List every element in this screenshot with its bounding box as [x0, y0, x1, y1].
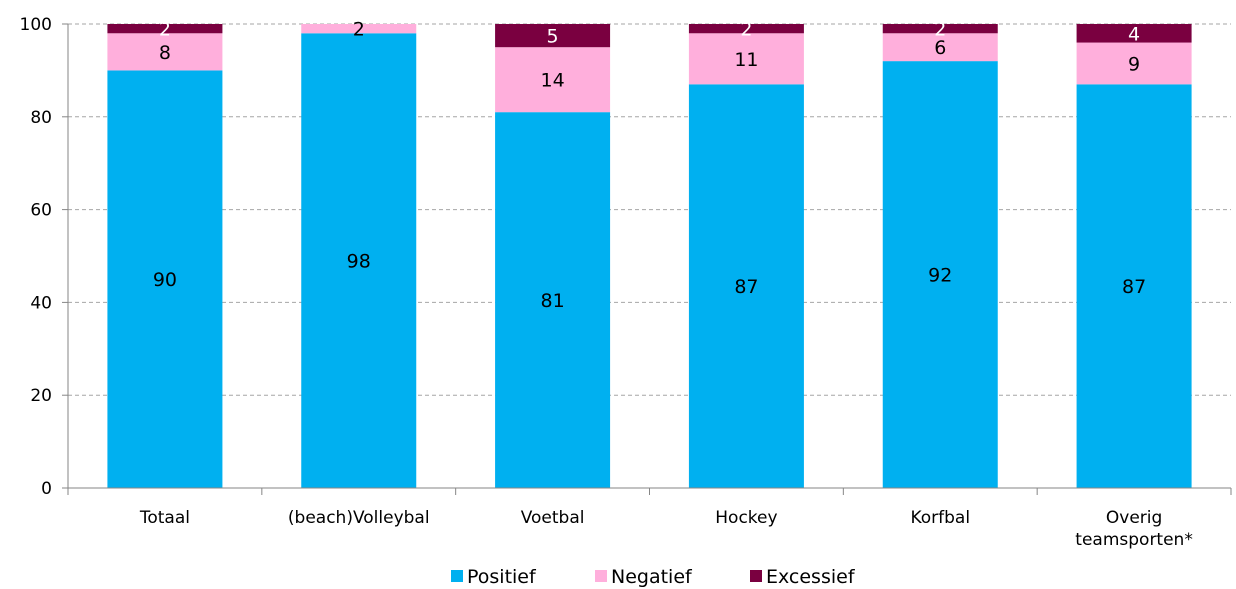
- x-tick-label: (beach)Volleybal: [288, 508, 430, 528]
- bar-segment-positief: [1076, 84, 1192, 488]
- legend-swatch-excessief: [750, 570, 762, 582]
- bar-segment-negatief: [688, 33, 804, 85]
- data-label-negatief: 9: [1128, 53, 1140, 75]
- bar-segment-excessief: [688, 24, 804, 34]
- x-tick-label: Hockey: [715, 508, 777, 528]
- y-tick-label: 80: [30, 108, 52, 128]
- data-label-negatief: 14: [540, 70, 564, 92]
- bar-segment-excessief: [882, 24, 998, 34]
- data-label-positief: 81: [540, 290, 564, 312]
- axes: 0 20 40 60 80 100 Totaal (beach)Volleybal Voetba…: [20, 15, 1232, 550]
- y-tick-label: 40: [30, 293, 52, 313]
- data-label-positief: 98: [347, 251, 371, 273]
- data-label-negatief: 2: [353, 19, 365, 41]
- gridlines: [68, 23, 1231, 396]
- bar-segment-positief: [301, 33, 417, 488]
- bar-segment-negatief: [882, 33, 998, 62]
- data-label-positief: 90: [153, 269, 177, 291]
- y-tick-label: 20: [30, 386, 52, 406]
- data-label-excessief: 2: [159, 19, 171, 41]
- data-label-positief: 87: [734, 276, 758, 298]
- bar-segment-excessief: [495, 24, 611, 48]
- y-tick-label: 60: [30, 201, 52, 221]
- y-tick-label: 0: [41, 479, 52, 499]
- bar-segment-positief: [688, 84, 804, 488]
- data-label-excessief: 4: [1128, 23, 1140, 45]
- x-tick-label: Totaal: [139, 508, 190, 528]
- x-tick-label: Voetbal: [521, 508, 585, 528]
- legend-swatch-negatief: [595, 570, 607, 582]
- legend: Positief Negatief Excessief: [451, 566, 856, 588]
- data-label-negatief: 11: [734, 49, 758, 71]
- bar-segment-negatief: [495, 47, 611, 113]
- bar-segment-positief: [882, 61, 998, 489]
- bars: [107, 24, 1192, 489]
- bar-segment-negatief: [1076, 42, 1192, 85]
- data-label-negatief: 8: [159, 42, 171, 64]
- y-tick-label: 100: [20, 15, 52, 35]
- data-label-positief: 92: [928, 265, 952, 287]
- x-tick-label: Korfbal: [910, 508, 970, 528]
- x-tick-label: Overig teamsporten*: [1075, 508, 1193, 550]
- data-label-negatief: 6: [934, 37, 946, 59]
- bar-segment-positief: [495, 112, 611, 488]
- legend-label-excessief: Excessief: [766, 566, 856, 588]
- data-label-excessief: 2: [934, 19, 946, 41]
- data-label-excessief: 5: [547, 26, 559, 48]
- data-label-positief: 87: [1122, 276, 1146, 298]
- bar-segment-negatief: [107, 33, 223, 71]
- legend-label-negatief: Negatief: [611, 566, 693, 588]
- bar-segment-negatief: [301, 24, 417, 34]
- bar-segment-positief: [107, 70, 223, 489]
- legend-swatch-positief: [451, 570, 463, 582]
- bar-segment-excessief: [107, 24, 223, 34]
- bar-segment-excessief: [1076, 24, 1192, 43]
- legend-label-positief: Positief: [467, 566, 537, 588]
- data-label-excessief: 2: [740, 19, 752, 41]
